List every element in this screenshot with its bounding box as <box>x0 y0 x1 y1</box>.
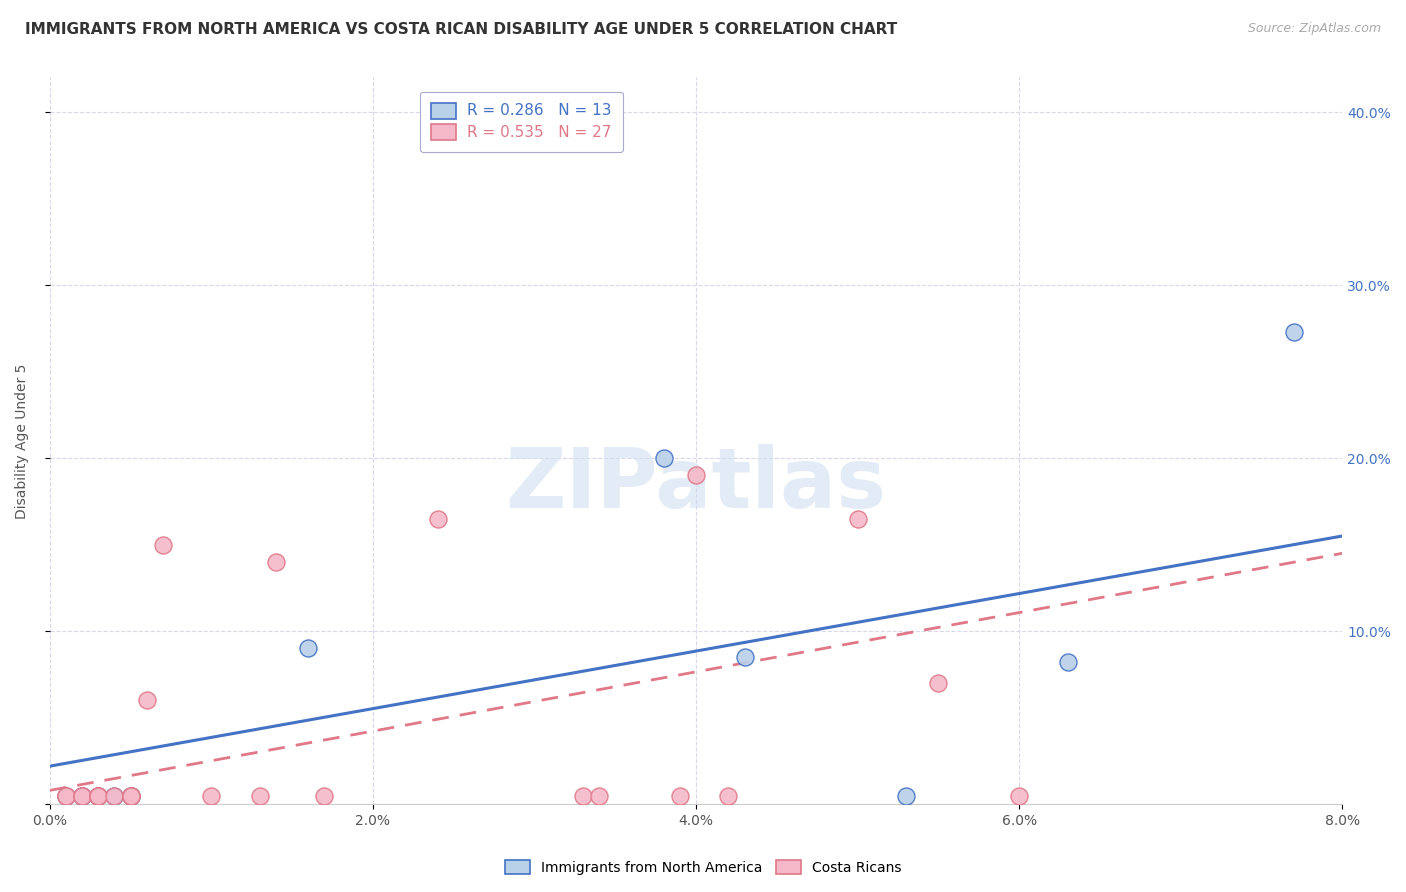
Point <box>894 789 917 803</box>
Point <box>55 789 77 803</box>
Legend: Immigrants from North America, Costa Ricans: Immigrants from North America, Costa Ric… <box>499 855 907 880</box>
Y-axis label: Disability Age Under 5: Disability Age Under 5 <box>15 363 30 518</box>
Point <box>846 511 869 525</box>
Point <box>717 789 740 803</box>
Point <box>572 789 595 803</box>
Point <box>1056 656 1078 670</box>
Text: ZIPatlas: ZIPatlas <box>506 444 887 524</box>
Point <box>135 693 157 707</box>
Point <box>297 641 319 656</box>
Point <box>734 650 756 665</box>
Point <box>200 789 222 803</box>
Point <box>669 789 692 803</box>
Point <box>103 789 125 803</box>
Point <box>426 511 449 525</box>
Point <box>120 789 142 803</box>
Point <box>249 789 271 803</box>
Point <box>87 789 110 803</box>
Point <box>120 789 142 803</box>
Point <box>87 789 110 803</box>
Point <box>120 789 142 803</box>
Point <box>652 451 675 466</box>
Point <box>588 789 610 803</box>
Point <box>70 789 93 803</box>
Point <box>314 789 336 803</box>
Point <box>264 555 287 569</box>
Point <box>120 789 142 803</box>
Text: IMMIGRANTS FROM NORTH AMERICA VS COSTA RICAN DISABILITY AGE UNDER 5 CORRELATION : IMMIGRANTS FROM NORTH AMERICA VS COSTA R… <box>25 22 897 37</box>
Legend: R = 0.286   N = 13, R = 0.535   N = 27: R = 0.286 N = 13, R = 0.535 N = 27 <box>420 92 623 152</box>
Point <box>70 789 93 803</box>
Point <box>120 789 142 803</box>
Point <box>87 789 110 803</box>
Point <box>1008 789 1031 803</box>
Point <box>55 789 77 803</box>
Point <box>152 538 174 552</box>
Point <box>103 789 125 803</box>
Point <box>55 789 77 803</box>
Point <box>927 676 949 690</box>
Point <box>685 468 707 483</box>
Point <box>87 789 110 803</box>
Point <box>87 789 110 803</box>
Point <box>70 789 93 803</box>
Text: Source: ZipAtlas.com: Source: ZipAtlas.com <box>1247 22 1381 36</box>
Point <box>70 789 93 803</box>
Point <box>1282 325 1305 339</box>
